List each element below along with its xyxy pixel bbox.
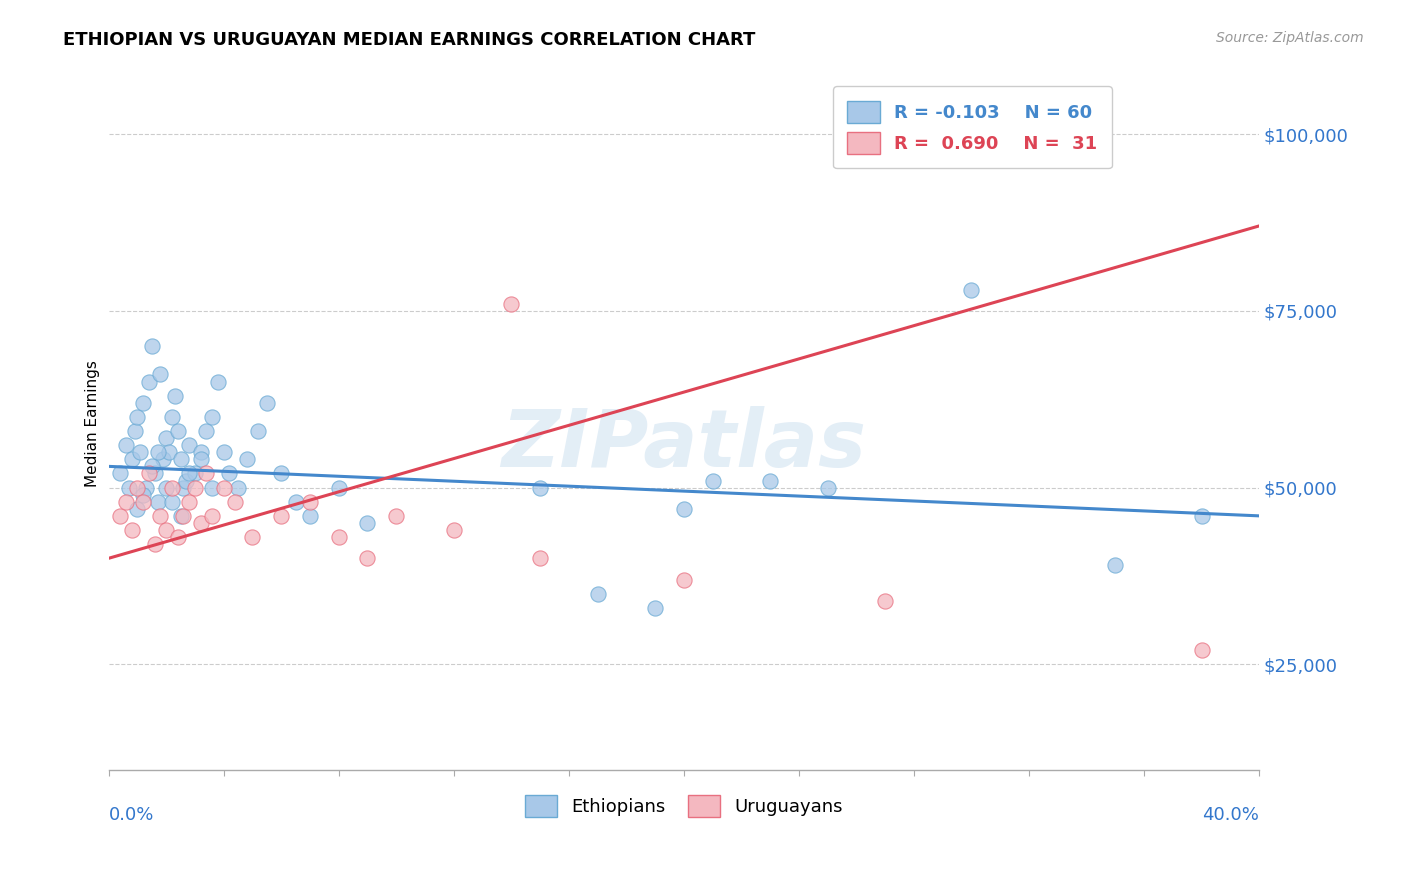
Point	[141, 459, 163, 474]
Point	[1104, 558, 1126, 573]
Point	[166, 530, 188, 544]
Point	[179, 467, 201, 481]
Point	[298, 494, 321, 508]
Point	[190, 452, 212, 467]
Point	[141, 339, 163, 353]
Point	[501, 296, 523, 310]
Point	[201, 409, 224, 424]
Point	[143, 537, 166, 551]
Point	[138, 467, 160, 481]
Point	[155, 431, 177, 445]
Point	[298, 508, 321, 523]
Point	[163, 389, 186, 403]
Point	[135, 481, 157, 495]
Point	[127, 481, 149, 495]
Point	[174, 474, 197, 488]
Point	[356, 516, 378, 530]
Point	[127, 409, 149, 424]
Point	[242, 530, 264, 544]
Point	[875, 593, 897, 607]
Point	[672, 501, 695, 516]
Point	[284, 494, 307, 508]
Point	[529, 551, 551, 566]
Point	[155, 523, 177, 537]
Text: ETHIOPIAN VS URUGUAYAN MEDIAN EARNINGS CORRELATION CHART: ETHIOPIAN VS URUGUAYAN MEDIAN EARNINGS C…	[63, 31, 755, 49]
Point	[124, 424, 146, 438]
Point	[443, 523, 465, 537]
Point	[121, 523, 143, 537]
Point	[132, 395, 155, 409]
Legend: Ethiopians, Uruguayans: Ethiopians, Uruguayans	[517, 788, 851, 824]
Point	[328, 481, 350, 495]
Point	[155, 481, 177, 495]
Point	[385, 508, 408, 523]
Point	[146, 494, 169, 508]
Point	[160, 494, 183, 508]
Point	[179, 438, 201, 452]
Point	[190, 516, 212, 530]
Point	[529, 481, 551, 495]
Point	[160, 409, 183, 424]
Point	[226, 481, 249, 495]
Text: ZIPatlas: ZIPatlas	[502, 406, 866, 483]
Point	[118, 481, 141, 495]
Point	[121, 452, 143, 467]
Point	[129, 445, 152, 459]
Text: 40.0%: 40.0%	[1202, 805, 1260, 824]
Point	[115, 438, 138, 452]
Point	[149, 368, 172, 382]
Point	[132, 488, 155, 502]
Point	[146, 445, 169, 459]
Point	[247, 424, 270, 438]
Point	[270, 467, 292, 481]
Text: 0.0%: 0.0%	[108, 805, 155, 824]
Point	[235, 452, 257, 467]
Point	[132, 494, 155, 508]
Point	[179, 494, 201, 508]
Point	[644, 600, 666, 615]
Point	[127, 501, 149, 516]
Point	[1191, 643, 1213, 657]
Point	[138, 375, 160, 389]
Point	[212, 445, 235, 459]
Point	[270, 508, 292, 523]
Point	[212, 481, 235, 495]
Point	[190, 445, 212, 459]
Point	[218, 467, 240, 481]
Point	[169, 508, 191, 523]
Point	[256, 395, 278, 409]
Point	[143, 467, 166, 481]
Point	[817, 481, 839, 495]
Point	[184, 481, 207, 495]
Point	[195, 424, 218, 438]
Text: Source: ZipAtlas.com: Source: ZipAtlas.com	[1216, 31, 1364, 45]
Point	[702, 474, 724, 488]
Point	[356, 551, 378, 566]
Point	[586, 587, 609, 601]
Point	[115, 494, 138, 508]
Point	[207, 375, 229, 389]
Point	[195, 467, 218, 481]
Point	[166, 424, 188, 438]
Point	[108, 508, 131, 523]
Point	[149, 508, 172, 523]
Point	[759, 474, 782, 488]
Point	[108, 467, 131, 481]
Point	[172, 508, 194, 523]
Point	[328, 530, 350, 544]
Point	[160, 481, 183, 495]
Point	[224, 494, 246, 508]
Point	[172, 481, 194, 495]
Point	[201, 481, 224, 495]
Point	[201, 508, 224, 523]
Point	[1191, 508, 1213, 523]
Point	[960, 283, 983, 297]
Point	[184, 467, 207, 481]
Point	[152, 452, 174, 467]
Point	[672, 573, 695, 587]
Point	[157, 445, 180, 459]
Point	[169, 452, 191, 467]
Y-axis label: Median Earnings: Median Earnings	[86, 360, 100, 487]
